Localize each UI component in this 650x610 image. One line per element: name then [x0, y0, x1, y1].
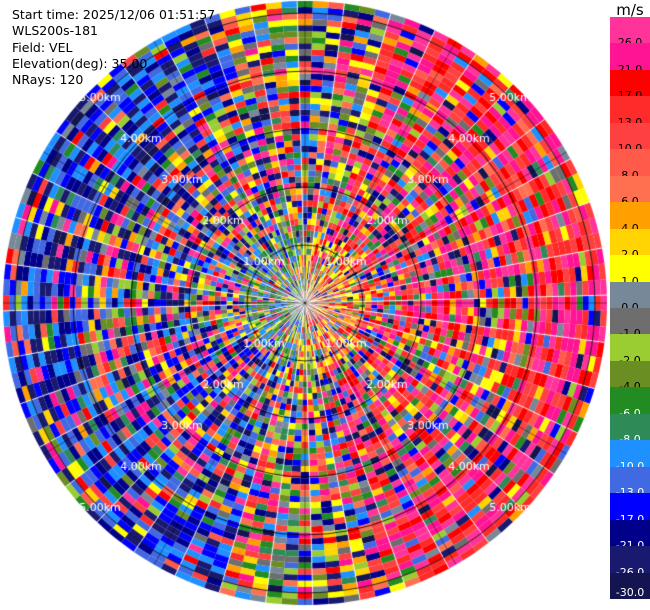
field-text: Field: VEL [12, 39, 73, 55]
colorbar-segment: -10.0 [610, 440, 650, 472]
colorbar-segment: 1.0 [610, 255, 650, 287]
colorbar-segment: 4.0 [610, 202, 650, 234]
colorbar-segment: -30.0 [610, 572, 650, 599]
colorbar-segment: 0.0 [610, 281, 650, 313]
elevation-text: Elevation(deg): 35.00 [12, 55, 148, 71]
colorbar-segment: -13.0 [610, 466, 650, 499]
colorbar-unit-label: m/s [616, 1, 644, 19]
colorbar-segment: -6.0 [610, 387, 650, 419]
colorbar-segment: 6.0 [610, 175, 650, 208]
colorbar-segment: -1.0 [610, 307, 650, 340]
colorbar-segment: -17.0 [610, 493, 650, 525]
scan-info-panel: Start time: 2025/12/06 01:51:57 WLS200s-… [12, 7, 215, 88]
colorbar-segment: 8.0 [610, 149, 650, 181]
colorbar-tick-label: -30.0 [615, 585, 645, 599]
colorbar-segment: 21.0 [610, 43, 650, 75]
colorbar-segment: -21.0 [610, 519, 650, 552]
colorbar-segment: 17.0 [610, 69, 650, 102]
colorbar-segment: -26.0 [610, 546, 650, 578]
start-time-text: Start time: 2025/12/06 01:51:57 [12, 7, 216, 22]
colorbar-segment: 2.0 [610, 228, 650, 261]
colorbar-segment: -4.0 [610, 360, 650, 393]
nrays-text: NRays: 120 [12, 72, 84, 88]
device-name-text: WLS200s-181 [12, 23, 98, 39]
colorbar-segment: -2.0 [610, 334, 650, 366]
colorbar-segment: 10.0 [610, 122, 650, 155]
colorbar-segment: 13.0 [610, 96, 650, 128]
velocity-colorbar: 26.021.017.013.010.08.06.04.02.01.00.0-1… [610, 17, 650, 599]
colorbar-segment: 26.0 [610, 17, 650, 49]
colorbar-segment: -8.0 [610, 413, 650, 446]
